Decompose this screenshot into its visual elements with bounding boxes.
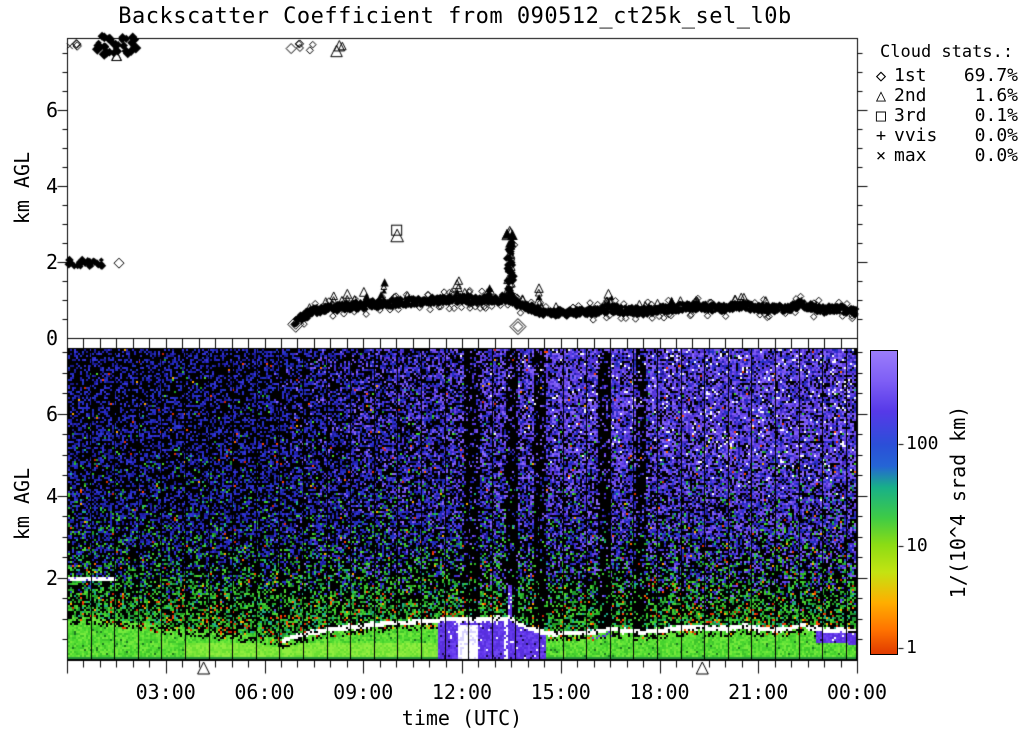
legend-entry-label: max <box>894 145 927 166</box>
colorbar-unit-label: 1/(10^4 srad km) <box>946 405 970 599</box>
x-tick-label: 03:00 <box>135 680 196 704</box>
x-tick-label: 15:00 <box>530 680 591 704</box>
y-bottom-tick-label: 2 <box>45 565 58 590</box>
x-tick-label: 12:00 <box>431 680 493 704</box>
colorbar-tick-label: 100 <box>906 433 939 454</box>
y-bottom-tick-label: 4 <box>45 483 58 508</box>
x-tick-label: 00:00 <box>826 680 888 704</box>
colorbar-tick-label: 1 <box>906 637 917 658</box>
cloud-stats-legend: Cloud stats.: ◇ 1st 69.7% △ 2nd 1.6% □ 3rd 0.1% +… <box>868 42 1018 166</box>
x-tick-label: 09:00 <box>333 680 394 704</box>
legend-entry-value: 1.6% <box>974 85 1018 106</box>
x-tick-label: 06:00 <box>234 680 295 704</box>
legend-entry-value: 0.0% <box>974 125 1018 146</box>
y-axis-label-top: km AGL <box>10 151 34 225</box>
plus-marker-icon: + <box>875 126 887 146</box>
chart-title: Backscatter Coefficient from 090512_ct25… <box>118 4 792 29</box>
colorbar <box>870 350 898 655</box>
legend-title: Cloud stats.: <box>880 42 1014 62</box>
x-tick-label: 21:00 <box>728 680 789 704</box>
legend-entry-value: 0.1% <box>974 105 1018 126</box>
legend-entry-3rd: □ 3rd 0.1% <box>868 105 1018 126</box>
legend-entry-1st: ◇ 1st 69.7% <box>868 65 1018 86</box>
legend-entry-label: 2nd <box>894 85 927 106</box>
legend-entry-max: × max 0.0% <box>868 145 1018 166</box>
triangle-marker-icon: △ <box>875 86 887 106</box>
legend-entry-vvis: + vvis 0.0% <box>868 125 1018 146</box>
legend-entry-2nd: △ 2nd 1.6% <box>868 85 1018 106</box>
legend-entry-value: 0.0% <box>974 145 1018 166</box>
x-axis-title: time (UTC) <box>401 706 523 730</box>
square-marker-icon: □ <box>875 106 887 126</box>
colorbar-tick-label: 10 <box>906 535 928 556</box>
y-axis-label-bottom: km AGL <box>10 467 34 541</box>
y-top-tick-label: 4 <box>45 174 58 198</box>
legend-entry-label: vvis <box>894 125 938 146</box>
diamond-marker-icon: ◇ <box>875 66 887 86</box>
legend-entry-label: 3rd <box>894 105 927 126</box>
y-bottom-tick-label: 6 <box>45 401 58 426</box>
legend-entry-value: 69.7% <box>963 65 1018 86</box>
legend-entry-label: 1st <box>894 65 927 86</box>
y-top-tick-label: 2 <box>45 250 58 274</box>
y-top-tick-label: 6 <box>45 98 58 122</box>
y-top-tick-label: 0 <box>45 326 58 350</box>
x-tick-label: 18:00 <box>629 680 690 704</box>
cross-marker-icon: × <box>875 146 887 166</box>
